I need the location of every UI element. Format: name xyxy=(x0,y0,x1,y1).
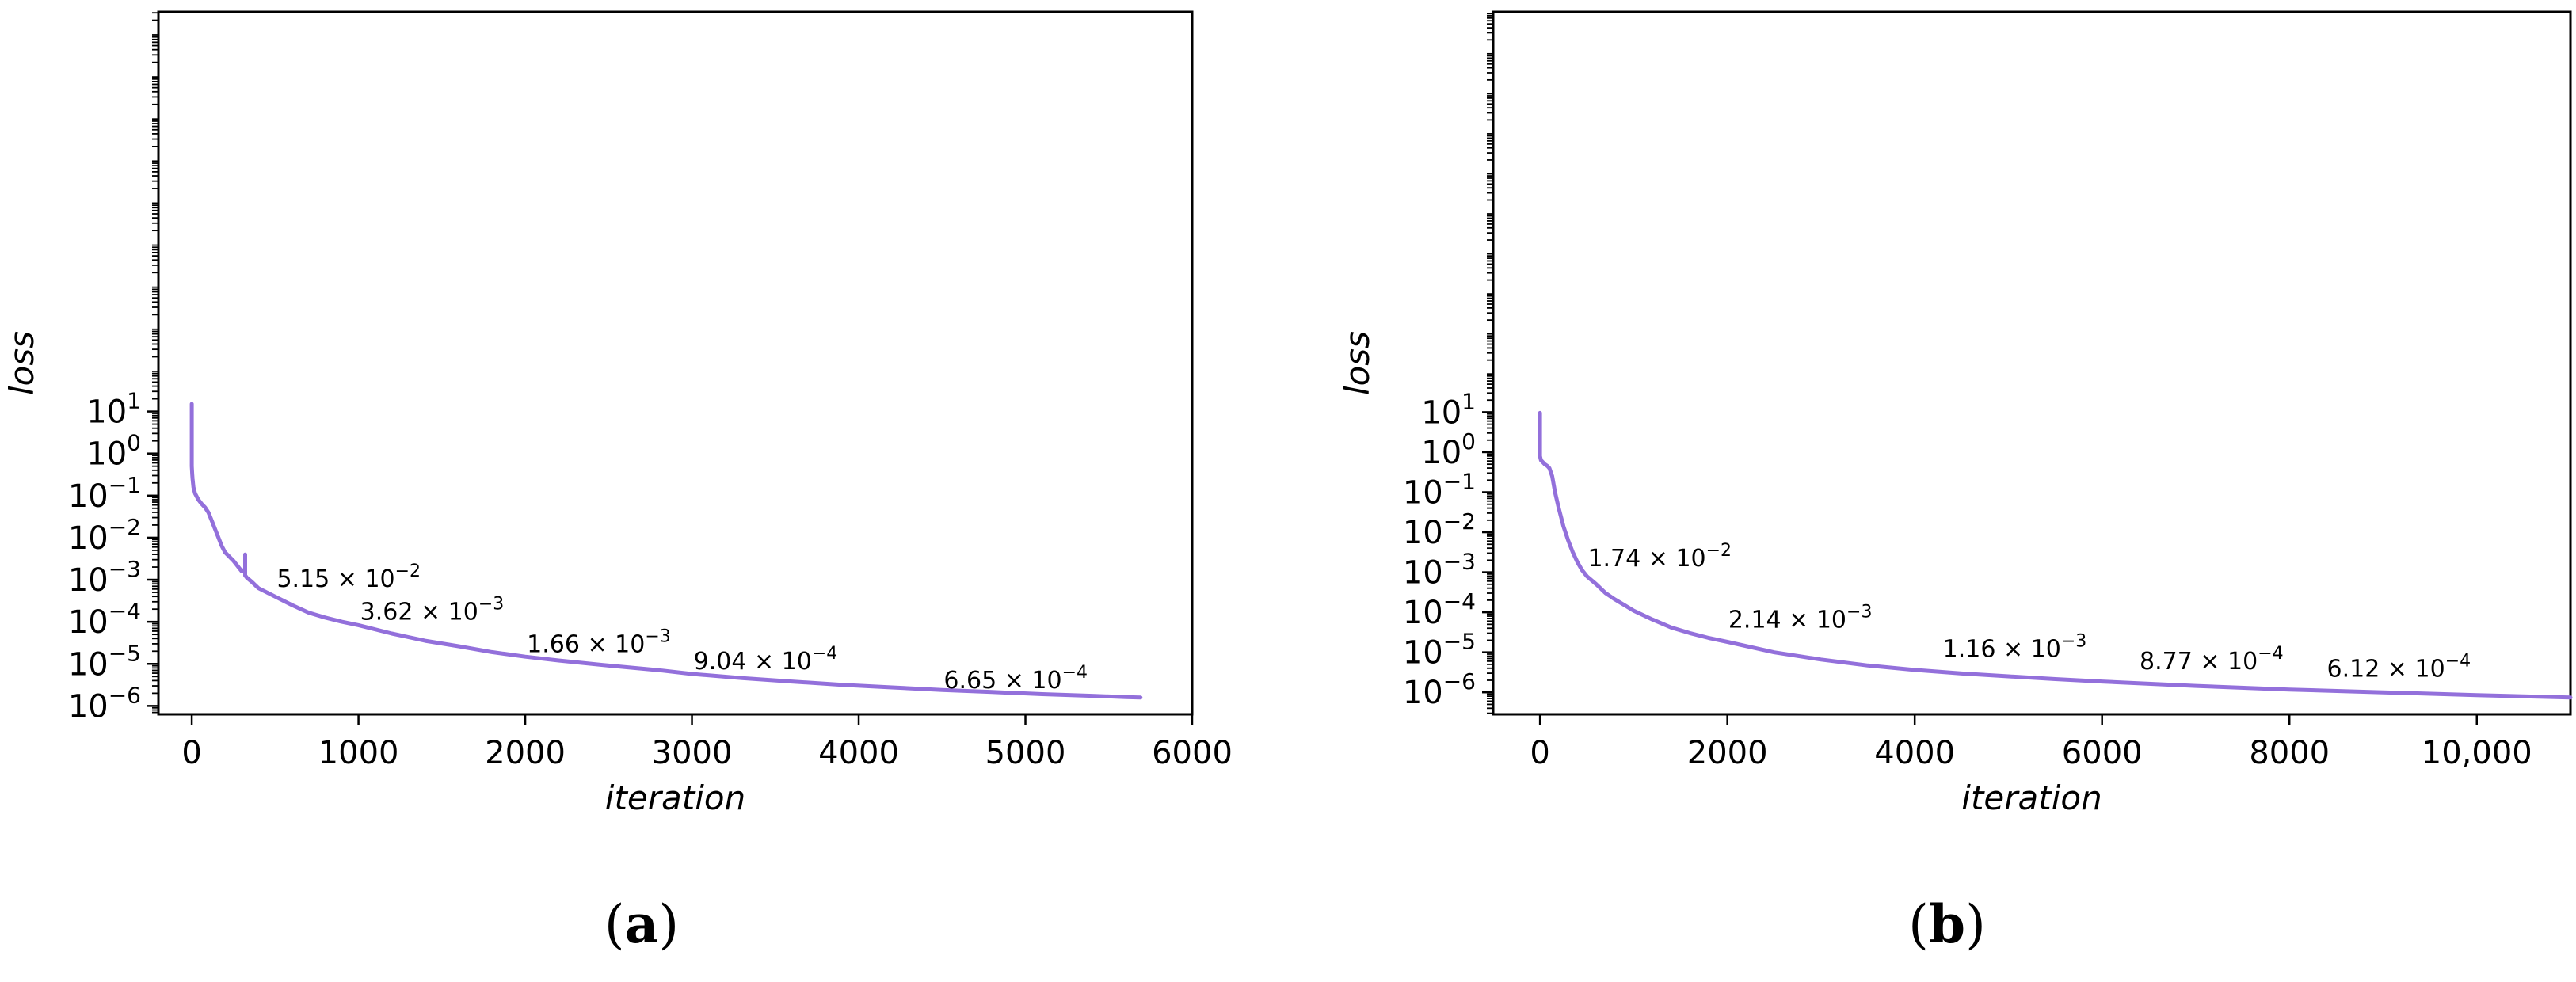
y-tick-label: 101 xyxy=(86,388,141,431)
y-tick-label: 10−3 xyxy=(68,556,141,599)
panel-label: (b) xyxy=(1908,893,1986,955)
y-tick-label: 10−6 xyxy=(68,682,141,725)
panel-a: 0 1000 2000 3000 4000 5000 600010−610−510−410−… xyxy=(2,10,1233,955)
y-axis-label: loss xyxy=(2,331,41,395)
x-tick-label: 6000 xyxy=(1152,735,1233,771)
axes-frame xyxy=(157,10,1194,716)
loss-annotation: 6.12 × 10−4 xyxy=(2327,651,2471,683)
x-tick-label: 2000 xyxy=(485,735,566,771)
x-tick-label: 1000 xyxy=(318,735,399,771)
panel-label: (a) xyxy=(604,893,679,955)
y-tick-label: 10−5 xyxy=(68,640,141,683)
loss-annotation: 6.65 × 10−4 xyxy=(943,663,1088,695)
y-tick-label: 10−3 xyxy=(1403,549,1476,592)
y-tick-label: 10−4 xyxy=(1403,588,1476,631)
loss-annotation: 3.62 × 10−3 xyxy=(360,594,505,626)
x-tick-label: 0 xyxy=(181,735,201,771)
x-tick-label: 4000 xyxy=(818,735,899,771)
y-tick-label: 10−1 xyxy=(68,472,141,515)
y-tick-label: 10−6 xyxy=(1403,668,1476,711)
y-tick-label: 10−2 xyxy=(68,514,141,557)
x-tick-label: 6000 xyxy=(2062,735,2143,771)
loss-annotation: 9.04 × 10−4 xyxy=(694,644,838,676)
loss-annotation: 5.15 × 10−2 xyxy=(276,561,421,593)
y-tick-label: 10−2 xyxy=(1403,508,1476,551)
y-tick-label: 10−1 xyxy=(1403,468,1476,511)
x-axis-label: iteration xyxy=(605,778,745,817)
y-tick-label: 10−4 xyxy=(68,598,141,641)
panel-b: 0 2000 4000 6000 8000 10,00010−610−510−410−31… xyxy=(1338,10,2573,955)
loss-curve xyxy=(1538,410,2573,700)
loss-annotation: 1.74 × 10−2 xyxy=(1587,541,1732,573)
loss-annotation: 1.66 × 10−3 xyxy=(527,626,671,658)
loss-annotation: 2.14 × 10−3 xyxy=(1728,602,1873,634)
x-tick-label: 5000 xyxy=(985,735,1066,771)
y-axis-label: loss xyxy=(1338,331,1377,395)
loss-annotation: 8.77 × 10−4 xyxy=(2140,644,2284,676)
x-tick-label: 0 xyxy=(1530,735,1549,771)
x-tick-label: 8000 xyxy=(2249,735,2330,771)
y-tick-label: 10−5 xyxy=(1403,629,1476,672)
loss-curve xyxy=(189,402,1143,700)
axes-frame xyxy=(1492,10,2572,716)
x-tick-label: 3000 xyxy=(652,735,733,771)
y-tick-label: 100 xyxy=(86,430,141,473)
loss-annotation: 1.16 × 10−3 xyxy=(1943,632,2087,664)
x-axis-label: iteration xyxy=(1961,778,2102,817)
x-tick-label: 10,000 xyxy=(2422,735,2532,771)
y-tick-label: 100 xyxy=(1421,428,1476,471)
x-tick-label: 4000 xyxy=(1874,735,1955,771)
x-tick-label: 2000 xyxy=(1687,735,1768,771)
y-tick-label: 101 xyxy=(1421,388,1476,431)
